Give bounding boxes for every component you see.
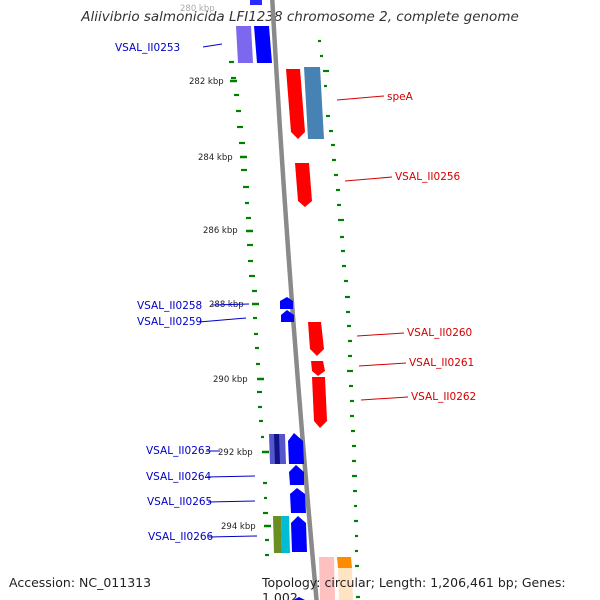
- gene-label-vsal-ii0258[interactable]: VSAL_II0258: [137, 300, 202, 312]
- tick-label: 292 kbp: [218, 448, 253, 458]
- gene-block-vsal-ii0266-b[interactable]: [281, 516, 290, 553]
- gene-block-vsal-ii0253-b[interactable]: [254, 26, 272, 63]
- gene-block-vsal-ii0253-a[interactable]: [236, 26, 253, 63]
- gene-label-spea[interactable]: speA: [387, 91, 414, 103]
- gene-arrow-vsal-ii0266-c[interactable]: [291, 516, 307, 552]
- topology-summary: Topology: circular; Length: 1,206,461 bp…: [262, 575, 566, 600]
- label-leaders: [198, 43, 409, 538]
- outer-skew-track: [318, 39, 360, 599]
- reverse-strand-genes: [236, 0, 307, 600]
- gene-label-vsal-ii0261[interactable]: VSAL_II0261: [409, 357, 474, 369]
- inner-skew-track: [229, 60, 269, 557]
- gene-arrow-vsal-ii0256[interactable]: [295, 163, 312, 207]
- gene-arrow-vsal-ii0261[interactable]: [311, 361, 325, 376]
- tick-label: 282 kbp: [189, 77, 224, 87]
- gene-arrow-vsal-ii0262[interactable]: [312, 377, 327, 428]
- gene-block-vsal-ii0263-inner: [274, 434, 280, 464]
- tick-label: 294 kbp: [221, 522, 256, 532]
- gene-arrow-top[interactable]: [250, 0, 262, 5]
- tick-label: 286 kbp: [203, 226, 238, 236]
- gene-arrow-vsal-ii0263-b[interactable]: [288, 433, 304, 464]
- gene-block-bottom-orange[interactable]: [337, 557, 352, 568]
- gene-arrow-vsal-ii0265[interactable]: [290, 488, 306, 513]
- gene-arrow-vsal-ii0258[interactable]: [280, 297, 293, 309]
- forward-strand-genes: [286, 67, 353, 600]
- gene-block-bottom-pink[interactable]: [319, 557, 335, 600]
- gene-block-rrna[interactable]: [304, 67, 324, 139]
- gene-label-vsal-ii0266[interactable]: VSAL_II0266: [148, 531, 214, 543]
- gene-label-vsal-ii0253[interactable]: VSAL_II0253: [115, 42, 180, 54]
- gene-label-vsal-ii0262[interactable]: VSAL_II0262: [411, 391, 476, 403]
- gene-label-vsal-ii0263[interactable]: VSAL_II0263: [146, 445, 211, 457]
- gene-label-vsal-ii0260[interactable]: VSAL_II0260: [407, 327, 472, 339]
- gene-arrow-vsal-ii0259[interactable]: [281, 310, 294, 322]
- scale-ticks: [230, 79, 271, 528]
- gene-arrow-vsal-ii0260[interactable]: [308, 322, 324, 356]
- gene-label-vsal-ii0259[interactable]: VSAL_II0259: [137, 316, 202, 328]
- accession-label: Accession: NC_011313: [9, 575, 152, 590]
- gene-block-vsal-ii0266-a[interactable]: [273, 516, 282, 553]
- gene-block-bottom-peach[interactable]: [338, 568, 353, 600]
- gene-label-vsal-ii0264[interactable]: VSAL_II0264: [146, 471, 212, 483]
- gene-arrow-spea[interactable]: [286, 69, 305, 139]
- map-title: Aliivibrio salmonicida LFI1238 chromosom…: [81, 9, 519, 25]
- tick-label: 290 kbp: [213, 375, 248, 385]
- tick-label: 284 kbp: [198, 153, 233, 163]
- tick-label: 280 kbp: [180, 4, 215, 14]
- gene-arrow-bottom[interactable]: [293, 597, 305, 600]
- chromosome-backbone: [270, 0, 319, 600]
- gene-label-vsal-ii0265[interactable]: VSAL_II0265: [147, 496, 212, 508]
- gene-labels: VSAL_II0253 speA VSAL_II0256 VSAL_II0258…: [115, 42, 476, 543]
- gene-arrow-vsal-ii0264[interactable]: [289, 465, 304, 485]
- gene-label-vsal-ii0256[interactable]: VSAL_II0256: [395, 171, 461, 183]
